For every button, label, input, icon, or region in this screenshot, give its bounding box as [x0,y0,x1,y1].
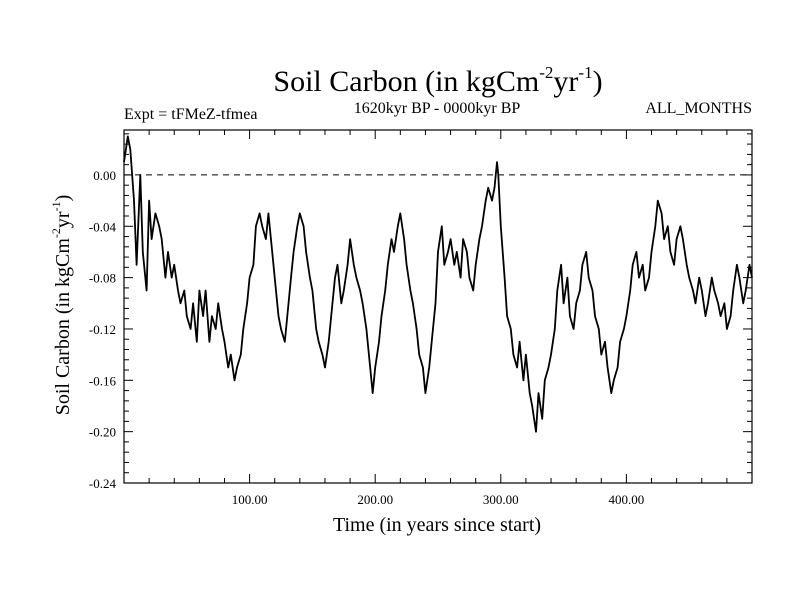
chart-title-mid: yr [553,65,578,98]
y-axis-label: Soil Carbon (in kgCm-2yr-1) [49,195,74,416]
y-tick-label: 0.00 [93,168,116,183]
subtitle-right: ALL_MONTHS [645,100,752,117]
series-line [123,135,753,433]
x-tick-label: 300.00 [483,492,519,507]
chart-title-sup2: -1 [578,63,592,82]
x-tick-label: 400.00 [609,492,645,507]
subtitle-center: 1620kyr BP - 0000kyr BP [354,100,521,117]
x-tick-label: 200.00 [357,492,393,507]
y-tick-label: -0.24 [89,476,117,491]
y-axis-label-main: Soil Carbon (in kgCm [52,238,74,416]
subtitle-left: Expt = tFMeZ-tfmea [124,106,257,123]
y-axis-label-sup1: -2 [49,228,63,238]
y-axis-label-mid: yr [52,211,74,228]
y-axis-label-sup2: -1 [49,201,63,211]
y-tick-label: -0.20 [89,425,116,440]
chart-title-sup1: -2 [539,63,553,82]
y-tick-label: -0.12 [89,322,116,337]
plot-area: 0.00 -0.04 -0.08 -0.12 -0.16 -0.20 -0.24 100.00… [89,129,753,507]
plot-frame [123,129,753,484]
y-tick-label: -0.16 [89,373,117,388]
y-tick-label: -0.04 [89,219,117,234]
chart-title-end: ) [593,65,603,98]
chart-title: Soil Carbon (in kgCm-2yr-1) [273,63,602,98]
x-axis-label: Time (in years since start) [333,514,541,536]
y-axis-label-end: ) [52,195,74,202]
y-tick-label: -0.08 [89,271,116,286]
x-tick-label: 100.00 [232,492,268,507]
chart-title-main: Soil Carbon (in kgCm [273,65,539,98]
